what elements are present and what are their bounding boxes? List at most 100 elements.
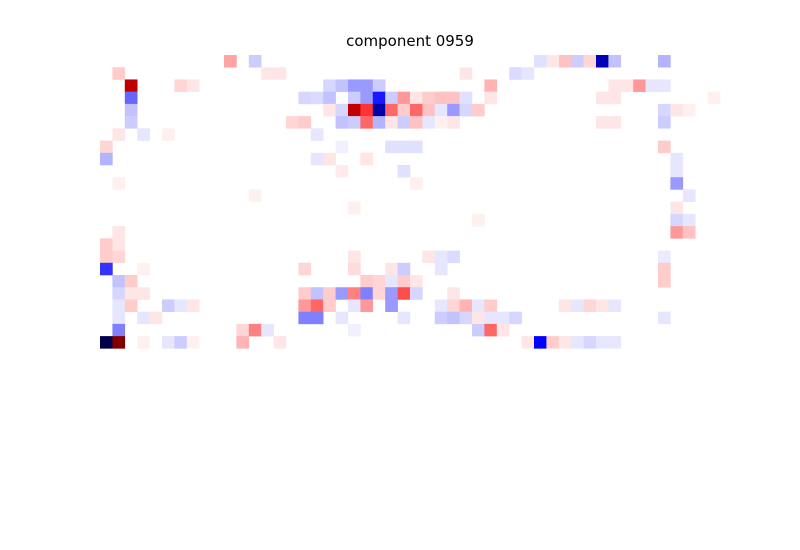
heatmap-cell — [100, 336, 113, 349]
heatmap-cell — [534, 55, 547, 68]
heatmap-cell — [397, 262, 411, 276]
heatmap-cell — [658, 140, 671, 154]
heatmap-cell — [273, 336, 287, 349]
heatmap-cell — [112, 275, 126, 288]
heatmap-cell — [410, 287, 423, 300]
heatmap-cell — [372, 287, 386, 300]
heatmap-cell — [434, 250, 448, 264]
heatmap-cell — [658, 103, 671, 117]
heatmap-cell — [335, 311, 349, 325]
heatmap-cell — [682, 226, 696, 239]
heatmap-cell — [323, 79, 336, 92]
heatmap-cell — [100, 238, 113, 251]
heatmap-cell — [596, 116, 609, 129]
heatmap-cell — [459, 103, 473, 117]
heatmap-cell — [310, 152, 324, 166]
heatmap-cell — [323, 91, 336, 105]
heatmap-cell — [360, 103, 374, 117]
heatmap-cell — [397, 311, 411, 325]
heatmap-cell — [286, 116, 299, 129]
heatmap-cell — [372, 275, 386, 288]
heatmap-cell — [372, 79, 386, 92]
heatmap-cell — [658, 116, 671, 129]
heatmap-cell — [434, 311, 448, 325]
heatmap-cell — [348, 103, 361, 117]
heatmap-cell — [410, 116, 423, 129]
heatmap-cell — [174, 299, 188, 312]
heatmap-cell — [385, 91, 398, 105]
heatmap-cell — [310, 299, 324, 312]
heatmap-cell — [496, 311, 510, 325]
heatmap-cell — [124, 103, 138, 117]
heatmap-cell — [484, 91, 498, 105]
heatmap-cell — [472, 323, 485, 337]
heatmap-cell — [360, 91, 374, 105]
heatmap-cell — [583, 336, 597, 349]
heatmap-cell — [100, 250, 113, 264]
heatmap-cell — [484, 323, 498, 337]
heatmap-cell — [112, 226, 126, 239]
heatmap-cell — [422, 91, 436, 105]
heatmap-cell — [112, 336, 126, 349]
heatmap-cell — [670, 103, 684, 117]
heatmap-cell — [323, 103, 336, 117]
heatmap-cell — [112, 67, 126, 80]
heatmap-cell — [385, 275, 398, 288]
heatmap-cell — [620, 79, 634, 92]
heatmap-cell — [112, 177, 126, 190]
heatmap-cell — [137, 128, 150, 141]
heatmap-cell — [224, 55, 237, 68]
heatmap-cell — [397, 116, 411, 129]
heatmap-cell — [509, 67, 522, 80]
heatmap-cell — [633, 79, 646, 92]
heatmap-cell — [422, 116, 436, 129]
heatmap-cell — [298, 311, 312, 325]
heatmap-cell — [658, 55, 671, 68]
heatmap-cell — [496, 323, 510, 337]
heatmap-cell — [360, 287, 374, 300]
heatmap-cell — [112, 128, 126, 141]
heatmap-cell — [670, 226, 684, 239]
heatmap-cell — [112, 311, 126, 325]
heatmap-cell — [459, 311, 473, 325]
heatmap-cell — [447, 287, 460, 300]
heatmap-cell — [100, 140, 113, 154]
heatmap-cell — [385, 262, 398, 276]
heatmap-cell — [534, 336, 547, 349]
heatmap-cell — [248, 323, 262, 337]
heatmap-cell — [162, 128, 175, 141]
heatmap-cell — [596, 55, 609, 68]
heatmap-cell — [137, 311, 150, 325]
heatmap-cell — [137, 336, 150, 349]
heatmap-cell — [397, 275, 411, 288]
heatmap-cell — [658, 275, 671, 288]
heatmap-cell — [162, 336, 175, 349]
heatmap-cell — [682, 213, 696, 227]
heatmap-cell — [335, 116, 349, 129]
heatmap-cell — [558, 299, 572, 312]
heatmap-cell — [149, 311, 163, 325]
heatmap-cell — [707, 91, 721, 105]
heatmap-cell — [434, 91, 448, 105]
heatmap-cell — [571, 55, 584, 68]
heatmap-cell — [608, 299, 622, 312]
heatmap-cell — [472, 103, 485, 117]
heatmap-cell — [608, 79, 622, 92]
heatmap-cell — [348, 262, 361, 276]
heatmap-cell — [422, 250, 436, 264]
heatmap-cell — [323, 152, 336, 166]
heatmap-cell — [658, 250, 671, 264]
heatmap-cell — [124, 299, 138, 312]
heatmap-cell — [298, 116, 312, 129]
heatmap-cell — [112, 238, 126, 251]
heatmap-cell — [596, 299, 609, 312]
heatmap-cell — [608, 116, 622, 129]
heatmap-cell — [273, 67, 287, 80]
heatmap-cell — [236, 336, 250, 349]
heatmap-cell — [372, 103, 386, 117]
heatmap-cell — [447, 299, 460, 312]
heatmap-cell — [310, 91, 324, 105]
heatmap-cell — [509, 311, 522, 325]
heatmap-cell — [248, 189, 262, 202]
